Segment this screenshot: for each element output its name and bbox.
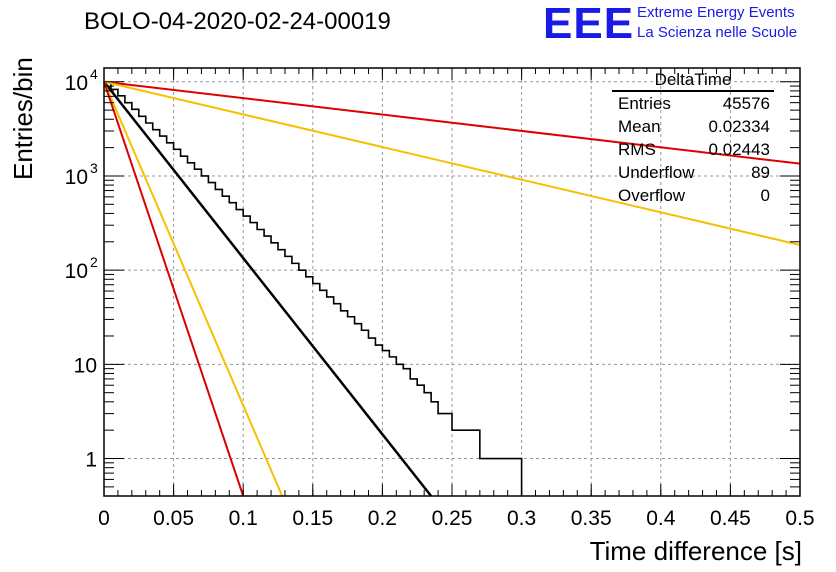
x-axis-label: Time difference [s] <box>589 536 802 566</box>
stats-label: RMS <box>618 140 656 159</box>
org-line-1: Extreme Energy Events <box>637 4 795 21</box>
y-tick-exponent: 4 <box>90 66 98 82</box>
grid-lines <box>104 68 800 496</box>
stats-box: DeltaTime Entries 45576 Mean 0.02334 RMS 0.… <box>612 70 778 207</box>
fit-line-2 <box>103 80 801 246</box>
stats-value: 0 <box>760 186 770 205</box>
stats-row-overflow: Overflow 0 <box>612 184 778 207</box>
fit-line-3 <box>103 81 284 497</box>
x-tick-labels: 0 0.05 0.1 0.15 0.2 0.25 0.3 0.35 0.4 0.45 0.5 <box>98 507 814 530</box>
y-tick-label: 1 <box>85 449 97 472</box>
axis-ticks <box>103 68 801 497</box>
x-tick-label: 0.05 <box>153 507 194 530</box>
stats-row-mean: Mean 0.02334 <box>612 115 778 138</box>
stats-label: Overflow <box>618 186 686 205</box>
x-tick-label: 0.3 <box>507 507 536 530</box>
y-tick-exponent: 3 <box>90 160 98 176</box>
y-axis-label: Entries/bin <box>8 57 38 180</box>
org-line-2: La Scienza nelle Scuole <box>637 24 798 41</box>
stats-title: DeltaTime <box>612 70 774 92</box>
x-tick-label: 0.4 <box>646 507 676 530</box>
fit-line-4 <box>103 81 245 497</box>
stats-value: 45576 <box>722 94 770 113</box>
histogram-outline <box>104 81 523 496</box>
stats-label: Mean <box>618 117 661 136</box>
fit-line-0 <box>103 80 433 497</box>
x-tick-label: 0.45 <box>710 507 751 530</box>
organization-text: Extreme Energy Events La Scienza nelle S… <box>637 3 797 43</box>
stats-label: Underflow <box>618 163 695 182</box>
histogram <box>104 81 523 496</box>
stats-value: 89 <box>751 163 770 182</box>
fit-lines <box>103 80 801 497</box>
x-tick-label: 0.15 <box>292 507 333 530</box>
y-tick-label: 10 <box>65 72 88 95</box>
x-tick-label: 0.2 <box>368 507 397 530</box>
x-tick-label: 0.35 <box>571 507 612 530</box>
stats-value: 0.02443 <box>708 140 770 159</box>
stats-value: 0.02334 <box>708 117 770 136</box>
stats-label: Entries <box>618 94 671 113</box>
y-tick-label: 10 <box>65 260 88 283</box>
x-tick-label: 0.5 <box>785 507 814 530</box>
x-tick-label: 0.25 <box>432 507 473 530</box>
x-tick-label: 0.1 <box>229 507 258 530</box>
fit-line-1 <box>103 80 801 165</box>
stats-row-entries: Entries 45576 <box>612 92 778 115</box>
stats-row-underflow: Underflow 89 <box>612 161 778 184</box>
y-tick-exponent: 2 <box>90 254 98 270</box>
x-tick-label: 0 <box>98 507 110 530</box>
y-tick-label: 10 <box>65 166 88 189</box>
y-tick-label: 10 <box>74 354 97 377</box>
stats-row-rms: RMS 0.02443 <box>612 138 778 161</box>
chart-title: BOLO-04-2020-02-24-00019 <box>84 8 391 35</box>
eee-logo: EEE <box>543 0 635 48</box>
